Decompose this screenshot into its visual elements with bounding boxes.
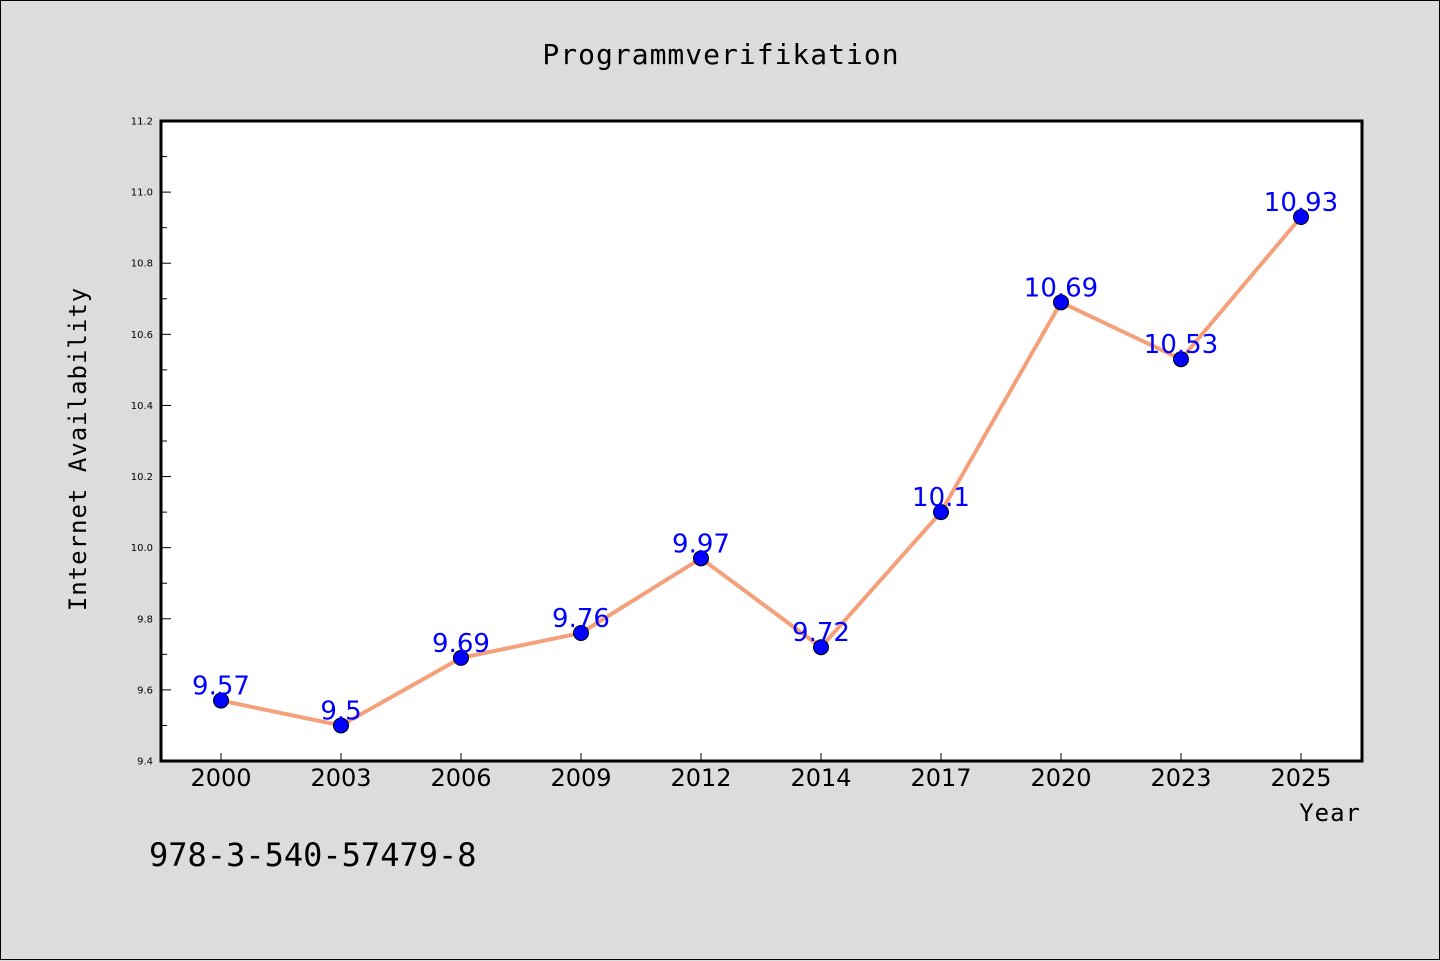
y-tick-label: 10.8	[131, 259, 153, 270]
data-label: 9.72	[792, 618, 850, 648]
y-tick-label: 11.0	[131, 188, 153, 199]
x-tick-label: 2014	[790, 764, 851, 792]
x-tick-label: 2006	[430, 764, 491, 792]
data-point	[573, 625, 589, 641]
footnote-isbn: 978-3-540-57479-8	[149, 836, 477, 874]
data-point	[813, 639, 829, 656]
x-axis-label: Year	[1299, 799, 1361, 827]
y-tick-label: 10.6	[131, 330, 153, 341]
plot-frame	[159, 119, 1364, 763]
data-label: 9.97	[672, 529, 730, 559]
x-tick-label: 2020	[1030, 764, 1091, 792]
y-tick-label: 9.4	[137, 757, 153, 768]
data-point	[1293, 209, 1309, 225]
data-label: 9.57	[192, 672, 250, 702]
series-group: 9.57 9.5 9.69 9.76 9.97 9.72 10.1 10.69 10.53 10.…	[192, 188, 1338, 734]
data-label: 9.76	[552, 604, 610, 634]
data-label: 10.1	[912, 483, 970, 513]
data-point	[213, 692, 229, 709]
y-axis-ticks: 9.4 9.6 9.8 10.0 10.2 10.4 10.6 10.8 11.0 11.2	[131, 117, 171, 768]
plot-area	[161, 121, 1362, 761]
y-axis-label: Internet Availability	[64, 287, 92, 611]
data-label: 10.69	[1024, 273, 1098, 303]
data-point	[693, 550, 709, 567]
x-tick-label: 2012	[670, 764, 731, 792]
x-tick-label: 2000	[190, 764, 251, 792]
x-tick-label: 2023	[1150, 764, 1211, 792]
x-axis-ticks: 2000 2003 2006 2009 2012 2014 2017 2020 2023 2025	[190, 753, 1332, 792]
data-label: 9.5	[320, 696, 361, 726]
data-point	[933, 504, 949, 521]
x-tick-label: 2017	[910, 764, 971, 792]
data-point	[1053, 294, 1069, 311]
x-tick-label: 2009	[550, 764, 611, 792]
data-point	[333, 717, 349, 734]
data-label: 10.93	[1264, 188, 1338, 218]
data-point	[1173, 351, 1189, 368]
y-tick-label: 10.0	[131, 543, 153, 554]
y-tick-label: 9.6	[137, 685, 153, 696]
y-tick-label: 10.4	[131, 401, 153, 412]
x-tick-label: 2003	[310, 764, 371, 792]
data-label: 9.69	[432, 629, 490, 659]
x-tick-label: 2025	[1270, 764, 1331, 792]
y-tick-label: 10.2	[131, 472, 153, 483]
chart-title: Programmverifikation	[542, 38, 899, 71]
y-tick-label: 11.2	[131, 117, 153, 128]
data-label: 10.53	[1144, 330, 1218, 360]
series-line	[219, 215, 1303, 728]
y-tick-label: 9.8	[137, 614, 153, 625]
data-point	[453, 649, 469, 666]
